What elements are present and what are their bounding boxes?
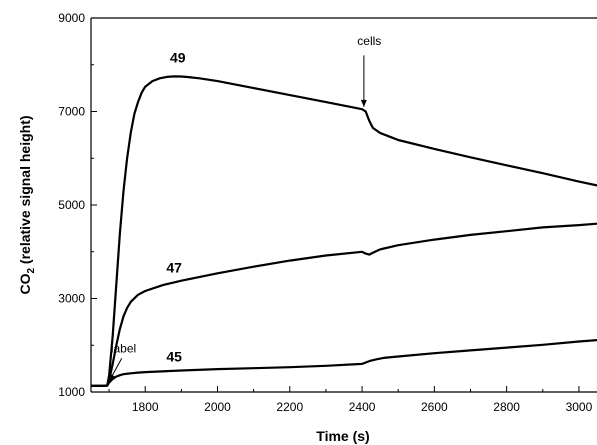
series-labels: 49 47 45 xyxy=(166,49,185,364)
x-tick-label: 2600 xyxy=(421,400,448,414)
x-tick-label: 2000 xyxy=(204,400,231,414)
y-tick-label: 9000 xyxy=(58,11,85,25)
y-tick-label: 7000 xyxy=(58,105,85,119)
x-tick-label: 2800 xyxy=(493,400,520,414)
x-tick-label: 1800 xyxy=(132,400,159,414)
y-axis-title-main: CO xyxy=(17,273,33,294)
series-label-49: 49 xyxy=(170,49,186,65)
series-line-45 xyxy=(91,339,597,387)
series-label-47: 47 xyxy=(166,259,182,275)
x-tick-label: 2200 xyxy=(276,400,303,414)
plot-area xyxy=(90,17,597,393)
x-tick-label: 2400 xyxy=(349,400,376,414)
annotation-label: label xyxy=(111,341,136,355)
x-axis: 1800 2000 2200 2400 2600 2800 3000 xyxy=(108,386,593,414)
series-line-47 xyxy=(91,222,597,387)
annotation-arrowhead-label xyxy=(109,373,116,382)
x-axis-title: Time (s) xyxy=(316,428,369,444)
y-tick-label: 1000 xyxy=(58,385,85,399)
annotation-arrowhead-cells xyxy=(360,99,367,107)
y-tick-label: 3000 xyxy=(58,292,85,306)
y-axis: 1000 3000 5000 7000 9000 xyxy=(58,11,97,399)
y-axis-title-rest: (relative signal height) xyxy=(17,115,33,267)
y-axis-title: CO2 (relative signal height) xyxy=(17,115,37,294)
series-line-49 xyxy=(91,75,597,387)
y-axis-title-subscript: 2 xyxy=(26,268,37,274)
annotations: cells label xyxy=(108,34,381,382)
y-tick-label: 5000 xyxy=(58,198,85,212)
x-tick-label: 3000 xyxy=(566,400,593,414)
series-curves xyxy=(91,75,597,387)
series-label-45: 45 xyxy=(166,349,182,365)
annotation-cells: cells xyxy=(357,34,381,48)
